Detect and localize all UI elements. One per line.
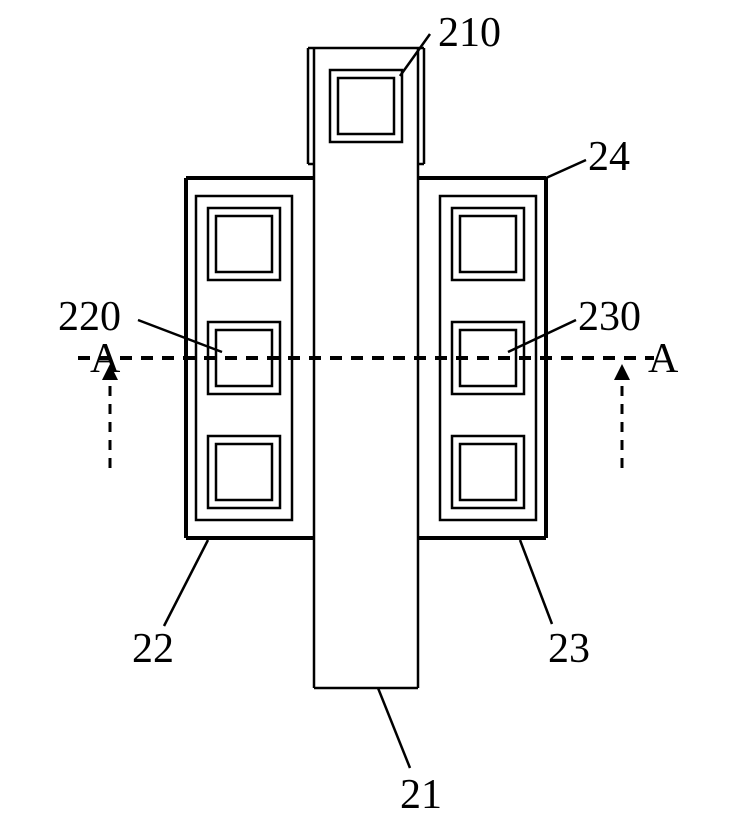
label-230: 230 — [578, 294, 641, 340]
label-210: 210 — [438, 10, 501, 56]
label-24: 24 — [588, 134, 630, 180]
label-A_right: A — [648, 336, 679, 382]
label-23: 23 — [548, 626, 590, 672]
label-220: 220 — [58, 294, 121, 340]
label-22: 22 — [132, 626, 174, 672]
label-A_left: A — [90, 336, 121, 382]
label-21: 21 — [400, 772, 442, 818]
